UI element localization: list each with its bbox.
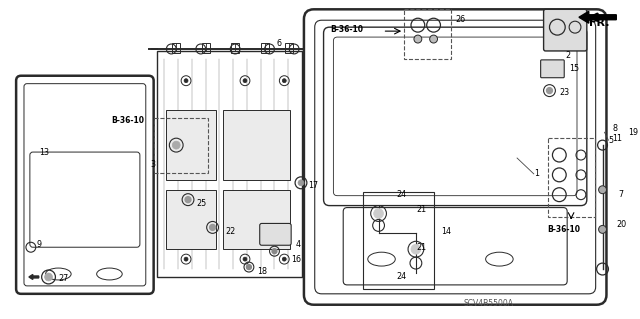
Circle shape [298,180,304,186]
Circle shape [414,35,422,43]
Text: 17: 17 [308,181,318,190]
Circle shape [598,226,607,234]
Circle shape [547,88,552,93]
Bar [548,138,595,218]
Text: 15: 15 [569,64,579,73]
Circle shape [374,209,383,219]
Bar [202,43,210,53]
Text: 2: 2 [565,51,570,60]
Circle shape [185,197,191,203]
Bar [157,51,302,277]
Text: 22: 22 [225,227,236,236]
Text: 24: 24 [396,190,406,199]
Text: 14: 14 [442,227,451,236]
Text: 21: 21 [416,205,426,214]
Text: FR.: FR. [589,18,609,28]
Bar [285,43,293,53]
FancyBboxPatch shape [260,223,291,245]
Text: 18: 18 [257,266,267,276]
FancyArrow shape [579,11,616,23]
Text: B-36-10: B-36-10 [111,116,145,125]
Text: 11: 11 [612,134,622,143]
Circle shape [598,186,607,194]
Circle shape [246,264,252,270]
Text: 9: 9 [36,240,42,249]
Circle shape [184,79,188,83]
Bar [231,43,239,53]
Text: 5: 5 [609,136,614,145]
Text: 4: 4 [296,240,301,249]
Bar [172,43,180,53]
Text: 19: 19 [628,128,638,137]
Bar [154,118,207,173]
Text: 24: 24 [396,272,406,281]
Bar [166,190,216,249]
Circle shape [184,257,188,261]
Bar [166,110,216,180]
Text: 1: 1 [534,169,539,178]
Text: 27: 27 [58,274,68,284]
Bar [404,9,451,59]
Bar [223,190,290,249]
Text: 25: 25 [196,199,206,208]
Text: 7: 7 [618,190,623,199]
FancyBboxPatch shape [541,60,564,78]
Bar [363,192,433,289]
Text: 23: 23 [559,88,570,97]
Bar [223,110,290,180]
Text: 13: 13 [38,148,49,157]
Text: B-36-10: B-36-10 [330,25,364,33]
Text: 21: 21 [416,243,426,252]
Circle shape [282,257,286,261]
Circle shape [411,244,421,254]
FancyArrow shape [29,274,38,279]
Circle shape [429,35,438,43]
Text: 26: 26 [455,15,465,24]
Text: 20: 20 [616,220,627,229]
Circle shape [272,249,277,254]
Circle shape [243,79,247,83]
Text: SCV4B5500A: SCV4B5500A [463,299,513,308]
Circle shape [172,141,180,149]
Circle shape [210,225,216,230]
Text: 16: 16 [291,255,301,263]
Text: 8: 8 [612,124,618,133]
Text: 3: 3 [150,160,156,169]
Circle shape [243,257,247,261]
Circle shape [282,79,286,83]
FancyBboxPatch shape [543,9,587,51]
Bar [260,43,269,53]
Text: B-36-10: B-36-10 [548,225,580,234]
Text: 6: 6 [276,39,282,48]
Circle shape [45,273,52,281]
